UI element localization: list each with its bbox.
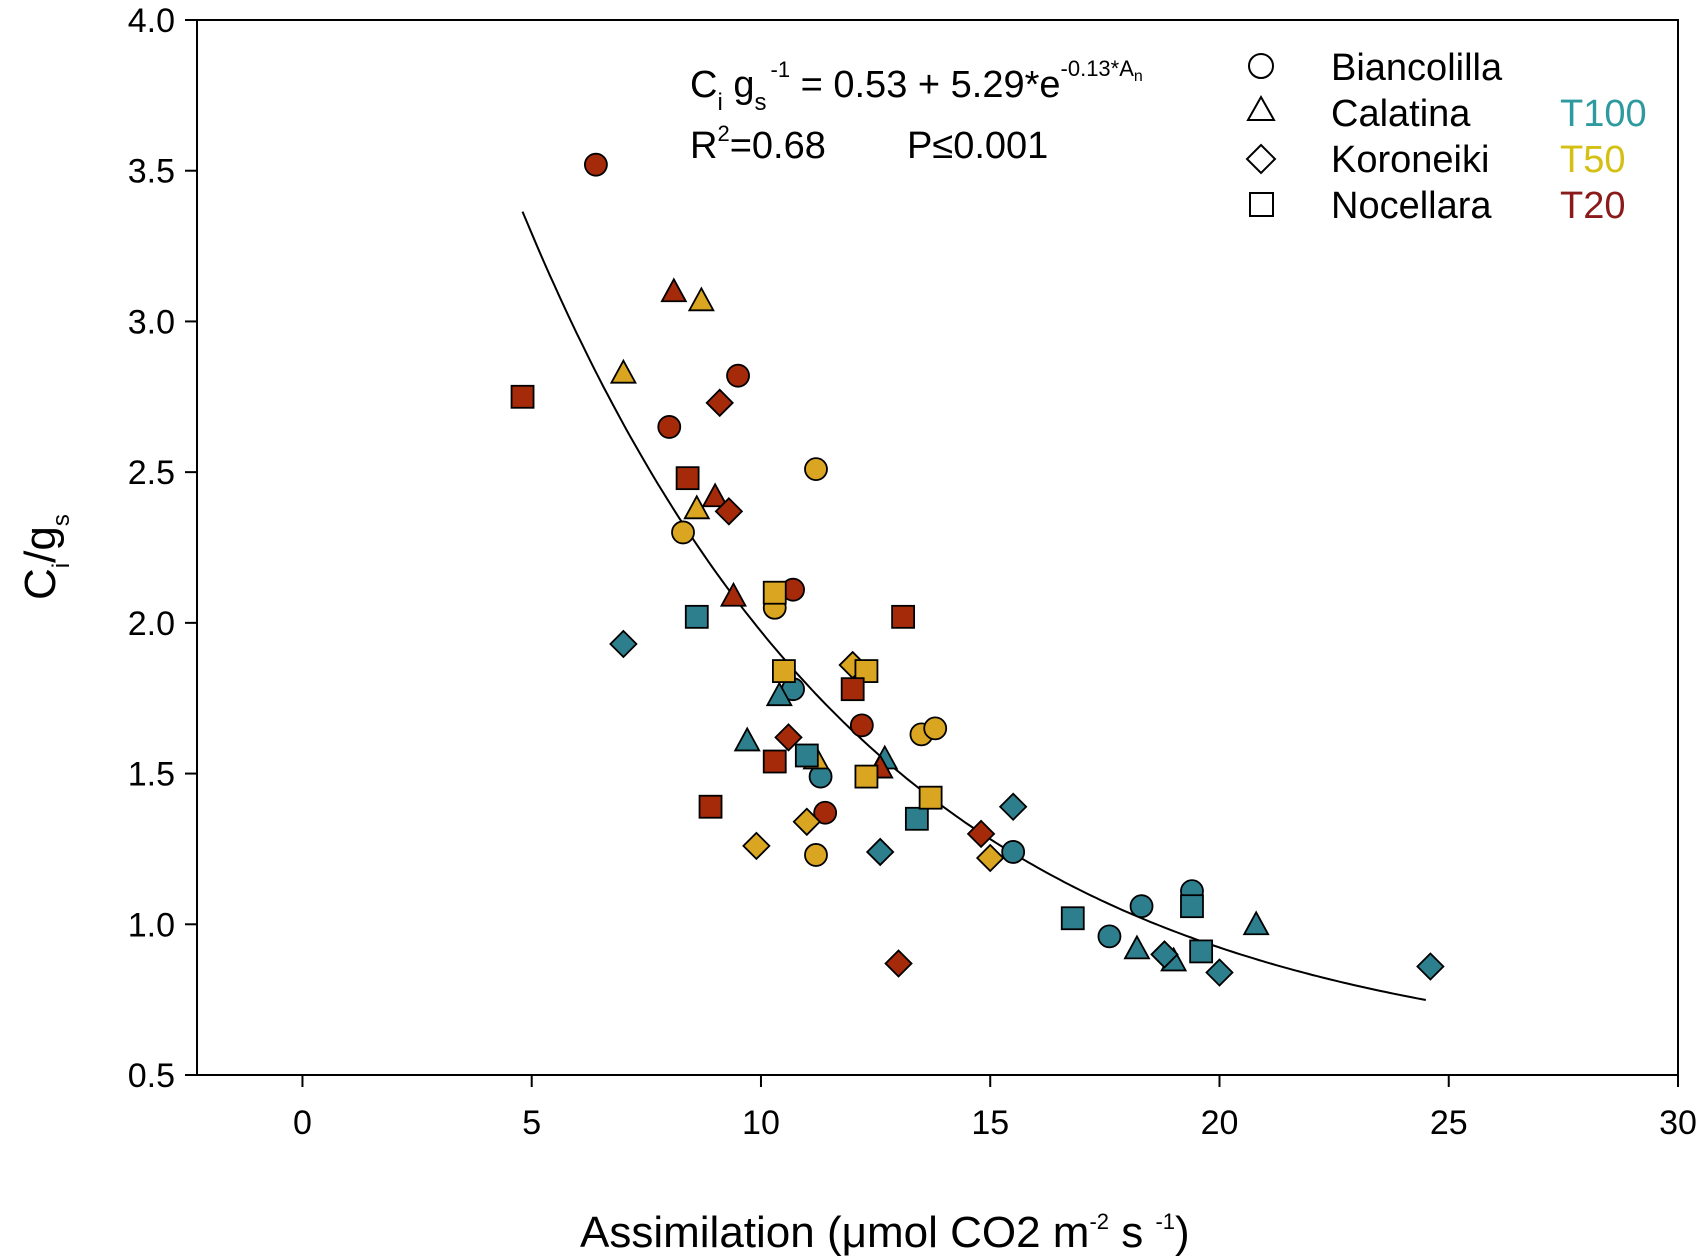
legend-cultivars: Biancolilla Calatina Koroneiki Nocellara [1245, 47, 1503, 227]
point-biancolilla-t100 [1129, 894, 1154, 919]
point-nocellara-t20 [762, 749, 787, 774]
point-nocellara-t50 [854, 764, 879, 789]
legend-diamond-icon [1245, 143, 1277, 175]
legend-t20: T20 [1560, 185, 1625, 227]
point-calatina-t50 [687, 286, 715, 312]
point-calatina-t100 [1242, 910, 1270, 936]
y-tick-label: 1.5 [128, 756, 175, 794]
point-biancolilla-t50 [671, 520, 695, 545]
legend-triangle-icon [1246, 94, 1276, 121]
legend-calatina: Calatina [1331, 93, 1471, 135]
point-koroneiki-t100 [998, 792, 1028, 822]
point-biancolilla-t50 [804, 457, 828, 482]
point-calatina-t100 [733, 726, 761, 752]
y-tick-label: 1.0 [128, 906, 175, 944]
y-tick-label: 3.5 [128, 153, 175, 191]
x-tick-label: 10 [742, 1104, 780, 1142]
x-tick-label: 25 [1430, 1104, 1468, 1142]
point-nocellara-t20 [840, 677, 865, 702]
plot-frame [196, 19, 1679, 1076]
point-nocellara-t50 [762, 580, 787, 605]
data-points [510, 152, 1445, 987]
legend-t50: T50 [1560, 139, 1625, 181]
equation-line: Ci gs-1 = 0.53 + 5.29*e-0.13*An [690, 56, 1143, 116]
point-koroneiki-t100 [609, 629, 638, 659]
legend-biancolilla: Biancolilla [1331, 47, 1503, 89]
legend-square-icon [1249, 192, 1274, 217]
p-value: P≤0.001 [907, 125, 1048, 167]
point-nocellara-t50 [854, 659, 879, 683]
point-biancolilla-t20 [584, 152, 608, 177]
y-tick-label: 2.5 [128, 454, 175, 492]
fit-curve [521, 211, 1426, 1001]
x-tick-label: 30 [1659, 1104, 1697, 1142]
legend-t100: T100 [1560, 93, 1647, 135]
point-nocellara-t100 [904, 806, 929, 831]
x-tick-label: 20 [1201, 1104, 1239, 1142]
point-biancolilla-t50 [804, 843, 828, 867]
legend-koroneiki: Koroneiki [1331, 139, 1489, 181]
y-tick-label: 4.0 [128, 2, 175, 40]
point-nocellara-t20 [698, 794, 723, 819]
x-axis-label: Assimilation (μmol CO2 m-2 s -1) [580, 1208, 1190, 1257]
y-tick-label: 3.0 [128, 303, 175, 341]
x-tick-label: 0 [293, 1104, 312, 1142]
point-calatina-t100 [1123, 934, 1151, 960]
point-biancolilla-t100 [1001, 840, 1026, 864]
point-biancolilla-t20 [657, 415, 682, 439]
point-koroneiki-t100 [1205, 958, 1234, 987]
x-tick-label: 5 [522, 1104, 541, 1142]
point-koroneiki-t100 [1416, 952, 1445, 981]
point-koroneiki-t100 [865, 837, 895, 867]
point-koroneiki-t20 [714, 497, 744, 526]
y-axis-ticks: 0.5 1.0 1.5 2.0 2.5 3.0 3.5 4.0 [128, 2, 197, 1095]
point-biancolilla-t50 [923, 716, 948, 741]
point-nocellara-t100 [1060, 906, 1085, 931]
point-nocellara-t50 [771, 659, 796, 683]
point-biancolilla-t20 [813, 800, 838, 825]
point-koroneiki-t20 [705, 388, 734, 418]
legend-circle-icon [1248, 53, 1274, 79]
point-koroneiki-t100 [1150, 940, 1179, 969]
point-calatina-t20 [660, 277, 688, 303]
point-calatina-t100 [765, 681, 793, 707]
point-calatina-t50 [683, 494, 711, 520]
point-biancolilla-t20 [849, 713, 874, 738]
y-tick-label: 2.0 [128, 605, 175, 643]
point-nocellara-t100 [794, 743, 819, 768]
point-nocellara-t20 [510, 384, 535, 409]
point-calatina-t20 [701, 482, 729, 508]
x-tick-label: 15 [971, 1104, 1009, 1142]
point-nocellara-t20 [891, 604, 916, 629]
point-koroneiki-t50 [742, 831, 771, 861]
point-biancolilla-t100 [1097, 924, 1122, 949]
point-nocellara-t100 [684, 604, 709, 629]
x-axis-ticks: 0 5 10 15 20 25 30 [293, 1075, 1697, 1142]
legend-treatments: T100 T50 T20 [1560, 93, 1647, 227]
y-tick-label: 0.5 [128, 1057, 175, 1095]
r-squared: R2=0.68 [690, 121, 826, 167]
point-biancolilla-t20 [726, 363, 750, 388]
point-koroneiki-t20 [966, 819, 996, 849]
point-koroneiki-t20 [884, 949, 913, 978]
point-calatina-t20 [719, 581, 747, 607]
point-calatina-t50 [609, 358, 637, 384]
point-koroneiki-t50 [975, 843, 1005, 873]
point-nocellara-t20 [675, 466, 700, 491]
y-axis-label: Ci/gs [16, 514, 75, 600]
point-nocellara-t50 [918, 785, 943, 810]
point-nocellara-t100 [1189, 939, 1214, 964]
legend-nocellara: Nocellara [1331, 185, 1492, 227]
point-nocellara-t100 [1180, 894, 1204, 919]
point-koroneiki-t50 [792, 807, 822, 837]
